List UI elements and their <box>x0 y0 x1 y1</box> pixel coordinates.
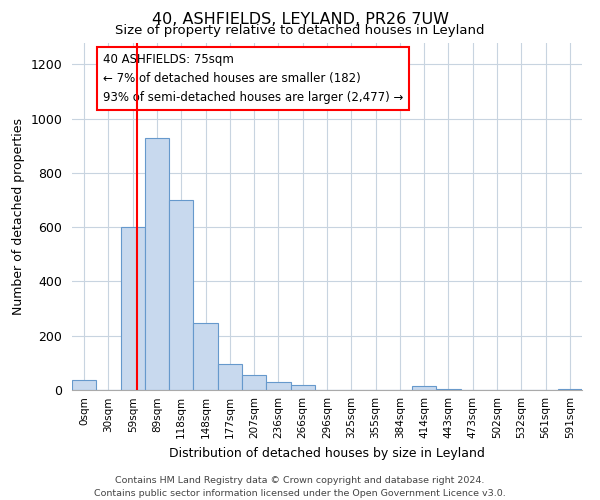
Text: 40, ASHFIELDS, LEYLAND, PR26 7UW: 40, ASHFIELDS, LEYLAND, PR26 7UW <box>151 12 449 28</box>
Bar <box>412 386 436 390</box>
Bar <box>121 227 145 390</box>
Bar <box>72 380 96 390</box>
Bar <box>242 375 266 390</box>
Bar <box>436 388 461 390</box>
Bar <box>218 364 242 390</box>
Bar <box>193 322 218 390</box>
Bar <box>145 138 169 390</box>
Text: Contains HM Land Registry data © Crown copyright and database right 2024.
Contai: Contains HM Land Registry data © Crown c… <box>94 476 506 498</box>
Bar <box>558 388 582 390</box>
Text: 40 ASHFIELDS: 75sqm
← 7% of detached houses are smaller (182)
93% of semi-detach: 40 ASHFIELDS: 75sqm ← 7% of detached hou… <box>103 53 403 104</box>
Bar <box>169 200 193 390</box>
X-axis label: Distribution of detached houses by size in Leyland: Distribution of detached houses by size … <box>169 446 485 460</box>
Bar <box>266 382 290 390</box>
Y-axis label: Number of detached properties: Number of detached properties <box>12 118 25 315</box>
Bar <box>290 385 315 390</box>
Text: Size of property relative to detached houses in Leyland: Size of property relative to detached ho… <box>115 24 485 37</box>
